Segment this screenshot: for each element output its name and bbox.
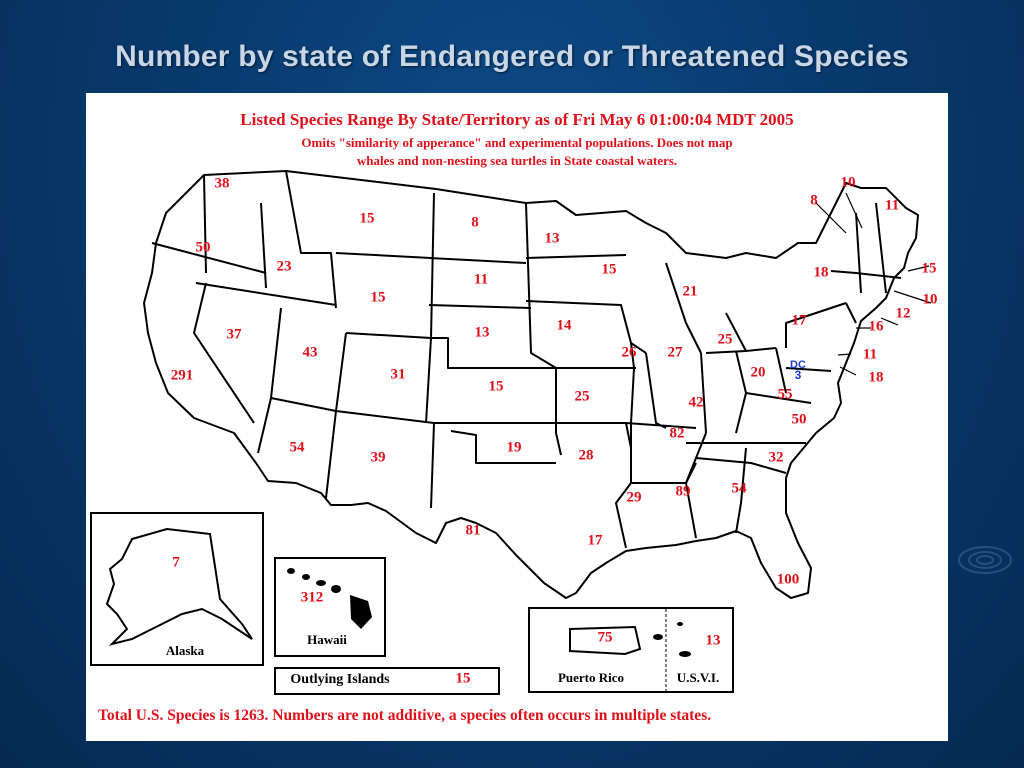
state-value-ia: 14 [556, 317, 572, 334]
state-value-oh: 25 [717, 331, 733, 348]
hawaii-value: 312 [300, 589, 324, 606]
state-value-nc: 50 [791, 411, 807, 428]
state-value-sd: 11 [473, 271, 489, 288]
map-header: Listed Species Range By State/Territory … [240, 110, 794, 129]
map-subheader-2: whales and non-nesting sea turtles in St… [356, 153, 678, 168]
state-value-tn: 82 [669, 425, 685, 442]
usvi-value: 13 [705, 632, 721, 649]
state-value-fl: 100 [776, 571, 800, 588]
species-map: Listed Species Range By State/Territory … [86, 93, 948, 741]
hawaii-shape [287, 568, 372, 629]
state-value-vt: 8 [810, 192, 818, 209]
state-value-wi: 15 [601, 261, 617, 278]
usvi-label: U.S.V.I. [676, 670, 720, 685]
state-value-ri: 10 [922, 291, 938, 308]
state-value-mi: 21 [682, 283, 698, 300]
puerto-rico-label: Puerto Rico [557, 670, 625, 685]
state-value-nm: 39 [370, 449, 386, 466]
puerto-rico-usvi-inset [528, 607, 734, 693]
state-value-ms: 29 [626, 489, 642, 506]
hawaii-inset [274, 557, 386, 657]
alaska-label: Alaska [165, 643, 205, 658]
alaska-shape [105, 527, 253, 646]
state-value-ga: 54 [731, 480, 747, 497]
state-value-az: 54 [289, 439, 305, 456]
state-value-ca: 291 [170, 367, 194, 384]
alaska-value: 7 [172, 554, 180, 571]
map-footer: Total U.S. Species is 1263. Numbers are … [98, 707, 712, 724]
puerto-rico-value: 75 [597, 629, 613, 646]
state-value-wy: 15 [370, 289, 386, 306]
state-value-co: 31 [390, 366, 406, 383]
state-value-wv: 20 [750, 364, 766, 381]
state-value-ky: 42 [688, 394, 704, 411]
state-value-nd: 8 [471, 214, 479, 231]
state-value-de: 11 [862, 346, 878, 363]
dc-value: 3 [794, 368, 802, 382]
state-value-ny: 18 [813, 264, 829, 281]
state-value-tx: 81 [465, 522, 481, 539]
state-value-ma: 15 [921, 260, 937, 277]
map-subheader-1: Omits "similarity of apperance" and expe… [301, 135, 733, 150]
puerto-rico-shape [569, 609, 691, 691]
state-value-sc: 32 [768, 449, 784, 466]
us-map-outline [143, 170, 932, 599]
state-value-al: 89 [675, 483, 691, 500]
state-value-wa: 38 [214, 175, 230, 192]
state-value-nv: 37 [226, 326, 242, 343]
outlying-islands-label: Outlying Islands [290, 672, 390, 687]
state-value-ok: 19 [506, 439, 522, 456]
dc-marker: DC 3 [790, 359, 806, 382]
outlying-islands-inset [274, 667, 500, 695]
state-value-nj: 16 [868, 318, 884, 335]
state-value-ct: 12 [895, 305, 911, 322]
state-value-pa: 17 [791, 312, 807, 329]
alaska-inset [90, 512, 264, 666]
state-value-or: 50 [195, 239, 211, 256]
dc-label: DC [790, 359, 806, 371]
state-value-mt: 15 [359, 210, 375, 227]
state-value-il: 26 [621, 344, 637, 361]
state-value-me: 11 [884, 197, 900, 214]
state-value-md: 18 [868, 369, 884, 386]
us-outline [143, 170, 919, 599]
state-value-va: 55 [777, 386, 793, 403]
state-value-mo: 25 [574, 388, 590, 405]
state-value-ar: 28 [578, 447, 594, 464]
state-value-ut: 43 [302, 344, 318, 361]
ripple-decoration [958, 546, 1012, 574]
state-value-la: 17 [587, 532, 603, 549]
state-value-in: 27 [667, 344, 683, 361]
state-value-nh: 10 [840, 174, 856, 191]
outlying-islands-value: 15 [455, 670, 471, 687]
state-value-ne: 13 [474, 324, 490, 341]
state-value-id: 23 [276, 258, 292, 275]
state-value-mn: 13 [544, 230, 560, 247]
slide-title: Number by state of Endangered or Threate… [115, 40, 909, 73]
hawaii-label: Hawaii [307, 632, 347, 647]
state-value-ks: 15 [488, 378, 504, 395]
